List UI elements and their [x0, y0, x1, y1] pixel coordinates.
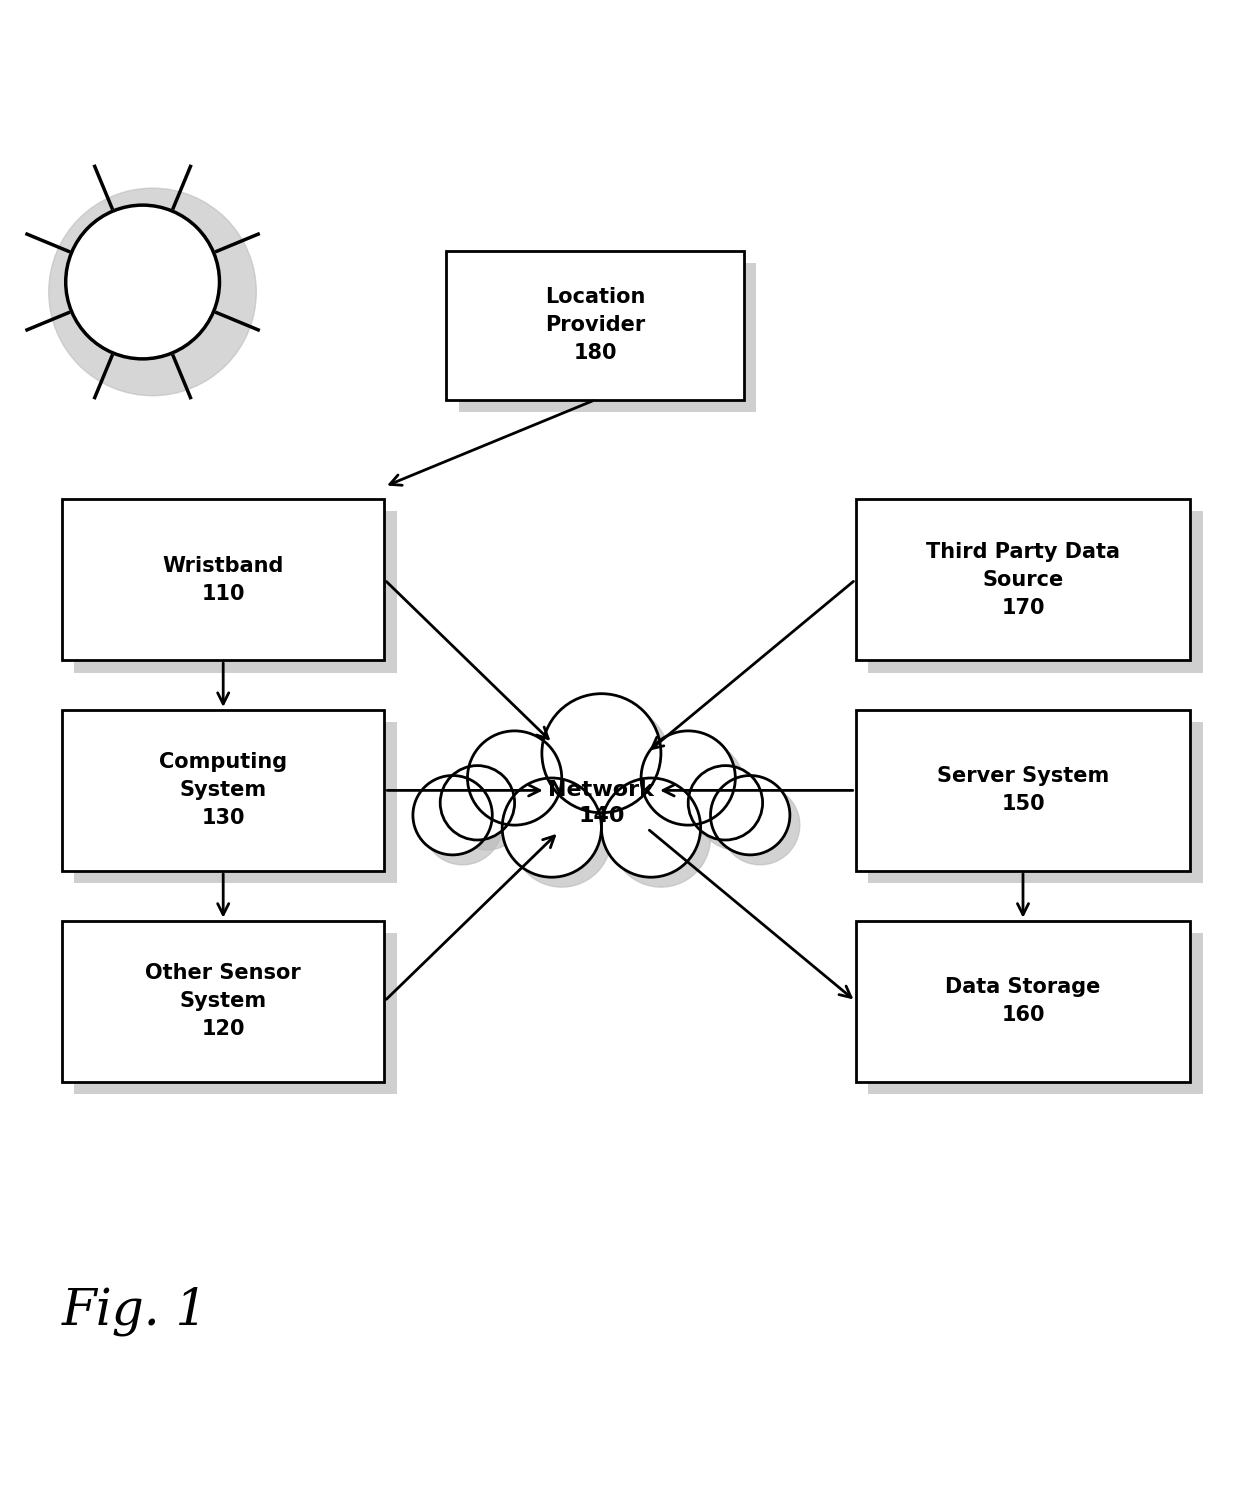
Circle shape	[477, 741, 572, 835]
Circle shape	[48, 188, 257, 396]
Text: Location
Provider
180: Location Provider 180	[546, 287, 645, 363]
Text: Wristband
110: Wristband 110	[162, 556, 284, 604]
Circle shape	[423, 786, 502, 865]
Circle shape	[542, 693, 661, 813]
FancyBboxPatch shape	[62, 710, 384, 871]
Circle shape	[552, 704, 671, 823]
Circle shape	[711, 775, 790, 855]
Circle shape	[720, 786, 800, 865]
Circle shape	[688, 765, 763, 840]
Circle shape	[66, 205, 219, 359]
Text: Other Sensor
System
120: Other Sensor System 120	[145, 964, 301, 1040]
FancyBboxPatch shape	[856, 920, 1190, 1082]
FancyBboxPatch shape	[856, 710, 1190, 871]
Circle shape	[601, 778, 701, 877]
FancyBboxPatch shape	[62, 920, 384, 1082]
Circle shape	[502, 778, 601, 877]
FancyBboxPatch shape	[856, 499, 1190, 660]
FancyBboxPatch shape	[446, 251, 744, 400]
Text: Data Storage
160: Data Storage 160	[945, 977, 1101, 1025]
Circle shape	[413, 775, 492, 855]
Circle shape	[641, 731, 735, 825]
FancyBboxPatch shape	[868, 511, 1203, 672]
Text: Fig. 1: Fig. 1	[62, 1286, 208, 1336]
Text: Computing
System
130: Computing System 130	[159, 753, 288, 828]
Text: Network
140: Network 140	[548, 780, 655, 826]
Circle shape	[512, 787, 611, 887]
Circle shape	[440, 765, 515, 840]
Circle shape	[651, 741, 745, 835]
FancyBboxPatch shape	[74, 932, 397, 1094]
FancyBboxPatch shape	[74, 511, 397, 672]
FancyBboxPatch shape	[459, 263, 756, 412]
FancyBboxPatch shape	[868, 932, 1203, 1094]
Circle shape	[698, 775, 773, 850]
Text: Third Party Data
Source
170: Third Party Data Source 170	[926, 542, 1120, 617]
Circle shape	[450, 775, 525, 850]
Text: Server System
150: Server System 150	[937, 766, 1109, 814]
FancyBboxPatch shape	[74, 722, 397, 883]
FancyBboxPatch shape	[62, 499, 384, 660]
Circle shape	[467, 731, 562, 825]
Circle shape	[611, 787, 711, 887]
FancyBboxPatch shape	[868, 722, 1203, 883]
